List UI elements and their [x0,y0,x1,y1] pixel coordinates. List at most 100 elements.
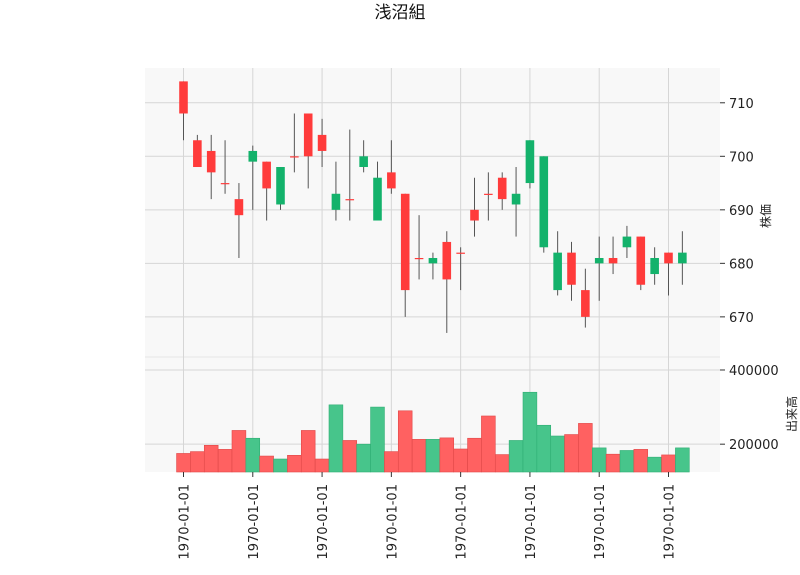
candle-body [678,252,687,264]
price-tick-label: 690 [729,204,754,219]
candle-body [581,290,590,317]
candle-body [387,172,396,189]
volume-bar [314,458,330,473]
volume-bar [675,447,690,473]
candle [608,236,618,275]
candle [262,161,271,221]
volume-bar [494,454,510,473]
volume-bar [287,455,302,473]
volume-bar [217,449,233,473]
candle [248,145,258,210]
volume-bar [522,391,538,473]
candle-body [220,183,230,185]
volume-bar [231,430,247,473]
candle-body [179,81,188,114]
candle-body [359,156,368,168]
volume-bar [550,435,565,473]
price-tick-label: 670 [729,311,754,326]
candle-body [345,199,355,201]
candle-body [276,167,285,205]
candle [345,129,355,221]
candle-body [553,252,562,291]
x-tick-label: 1970-01-01 [593,484,608,560]
x-tick-label: 1970-01-01 [455,484,470,560]
candle [206,134,216,200]
candle-body [511,193,521,205]
candle-body [608,257,618,264]
price-axis-label: 株価 [758,204,773,228]
candle-body [664,252,673,264]
volume-bar [425,439,441,473]
candle-body [650,257,659,275]
candle [525,140,535,189]
candle-body [636,236,646,285]
volume-axis-label: 出来高 [784,396,799,432]
volume-bar [411,439,427,473]
candle [400,193,410,317]
x-tick-label: 1970-01-01 [178,484,193,560]
candle-body [373,177,382,221]
candle [234,183,244,258]
price-panel [145,68,720,357]
volume-bar [439,437,455,473]
candle-body [622,236,632,248]
candles [179,81,687,333]
candle-body [331,193,341,210]
candle [678,231,687,285]
volume-bar [591,447,607,473]
x-axis: 1970-01-01 1970-01-01 1970-01-01 1970-01-01… [178,472,678,560]
candle [373,161,382,221]
candle [622,225,632,258]
candle [511,167,521,237]
volume-bar [481,415,496,473]
candle [220,140,230,194]
candle-body [262,161,271,189]
candle-body [193,140,202,168]
candle-body [456,252,465,254]
volume-bar [356,443,371,473]
volume-bar [370,406,385,473]
candle-body [303,113,313,157]
candle-body [594,257,604,264]
candle [331,161,341,221]
volume-bar [661,454,676,473]
volume-axis: 200000 400000 [720,364,779,453]
candle [539,156,549,253]
candle-body [428,257,438,264]
x-tick-label: 1970-01-01 [316,484,331,560]
candle [442,231,452,333]
candle [470,177,479,237]
volume-bar [647,456,662,473]
volume-bars [176,391,690,473]
candle [581,268,590,328]
candle-body [400,193,410,291]
candle [276,167,285,210]
volume-bar [300,430,316,473]
candle-body [442,241,452,280]
price-tick-label: 680 [729,257,754,272]
price-axis: 670 680 690 700 710 [720,97,754,326]
candle [567,241,576,301]
candle-body [234,199,244,216]
candle-body [497,177,507,200]
candle [664,252,673,296]
volume-bar [245,437,261,473]
candle-body [248,150,258,162]
volume-bar [467,437,482,473]
volume-bar [397,410,413,473]
volume-bar [328,404,344,473]
volume-bar [453,448,468,473]
volume-tick-label: 400000 [729,364,779,379]
candle-body [317,134,327,151]
candle-body [414,257,424,260]
candle-body [290,156,299,158]
volume-bar [342,440,358,473]
volume-bar [176,453,191,473]
x-tick-label: 1970-01-01 [247,484,262,560]
candle [594,236,604,301]
price-tick-label: 700 [729,150,754,165]
candle [553,231,562,296]
volume-bar [203,444,219,473]
candle [387,140,396,194]
